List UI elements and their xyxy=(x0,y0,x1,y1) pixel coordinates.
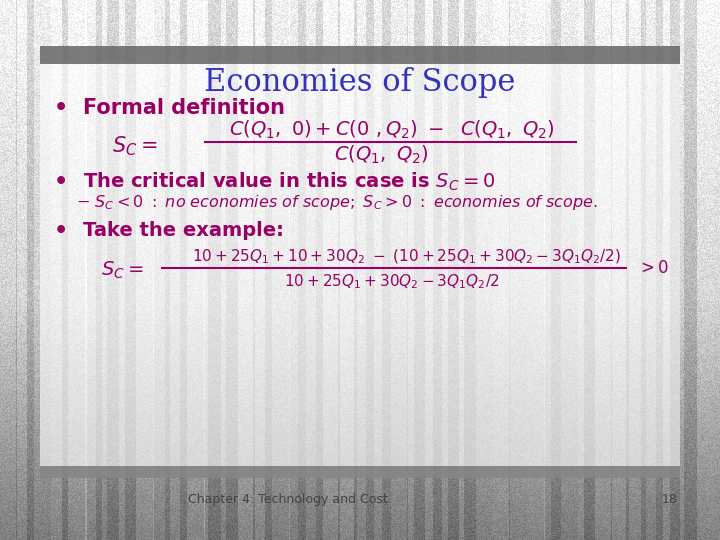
Text: $S_C =$: $S_C =$ xyxy=(112,134,157,158)
Text: Take the example:: Take the example: xyxy=(83,221,284,240)
Text: Economies of Scope: Economies of Scope xyxy=(204,68,516,98)
Text: $-\ S_C < 0\ :\ no\ economies\ of\ scope;\ S_C > 0\ :\ economies\ of\ scope.$: $-\ S_C < 0\ :\ no\ economies\ of\ scope… xyxy=(76,193,598,212)
Text: $C(Q_1,\ 0) + C(0\ ,Q_2)\ -\ \ C(Q_1,\ Q_2)$: $C(Q_1,\ 0) + C(0\ ,Q_2)\ -\ \ C(Q_1,\ Q… xyxy=(230,118,555,141)
Text: Chapter 4: Technology and Cost: Chapter 4: Technology and Cost xyxy=(188,493,388,506)
Text: •: • xyxy=(54,220,68,241)
Bar xyxy=(40,46,680,64)
Text: Formal definition: Formal definition xyxy=(83,98,285,118)
Text: The critical value in this case is $S_C = 0$: The critical value in this case is $S_C … xyxy=(83,171,495,193)
Bar xyxy=(40,466,680,478)
Text: 18: 18 xyxy=(662,493,678,506)
Text: $S_C =$: $S_C =$ xyxy=(101,259,143,281)
Text: $C(Q_1,\ Q_2)$: $C(Q_1,\ Q_2)$ xyxy=(334,143,429,166)
Text: •: • xyxy=(54,172,68,192)
FancyBboxPatch shape xyxy=(40,62,680,478)
Text: $10 + 25Q_1 + 10 + 30Q_2\ -\ (10 + 25Q_1 + 30Q_2 - 3Q_1Q_2/2)$: $10 + 25Q_1 + 10 + 30Q_2\ -\ (10 + 25Q_1… xyxy=(192,248,621,266)
Text: $10 + 25Q_1 + 30Q_2 - 3Q_1Q_2/2$: $10 + 25Q_1 + 30Q_2 - 3Q_1Q_2/2$ xyxy=(284,273,500,291)
Text: •: • xyxy=(54,98,68,118)
Text: $> 0$: $> 0$ xyxy=(637,260,669,277)
